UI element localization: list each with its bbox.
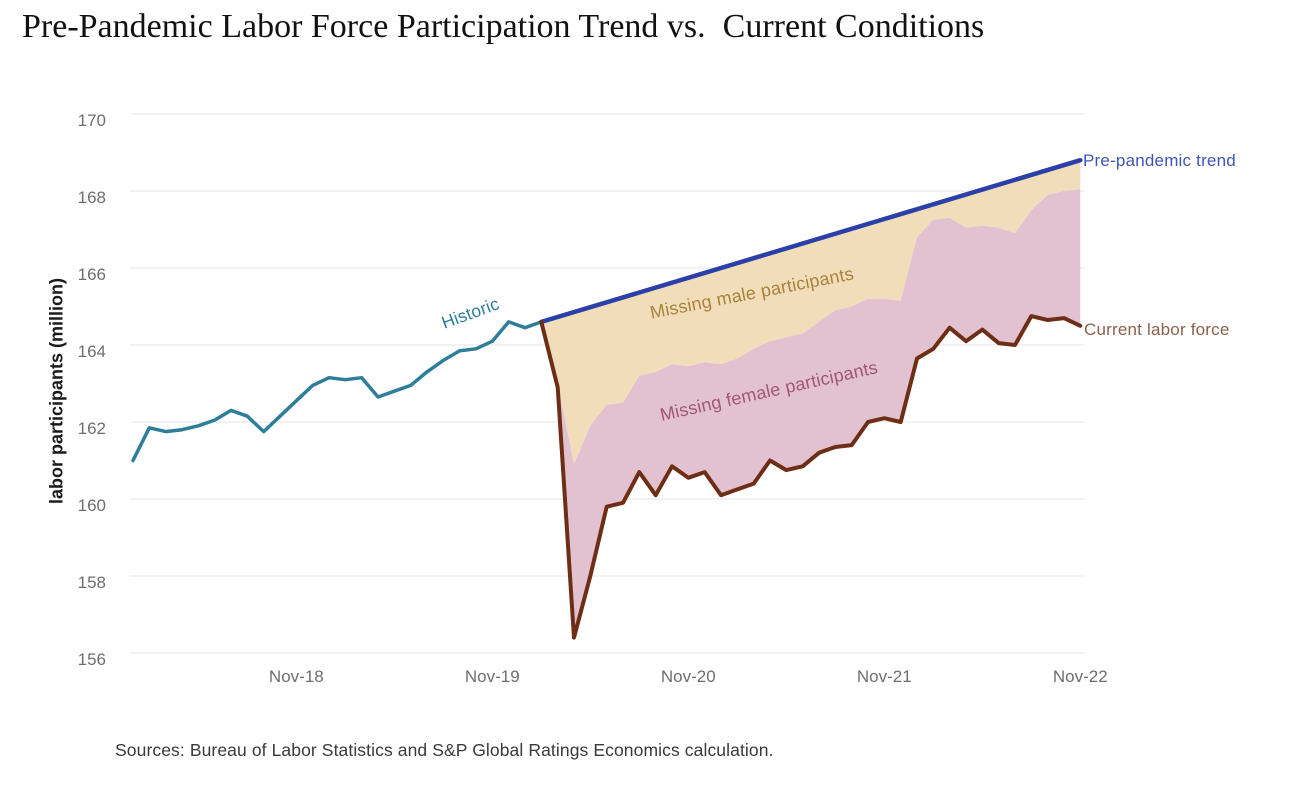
current-labor-force-label: Current labor force — [1084, 320, 1230, 339]
x-tick-label: Nov-22 — [1052, 667, 1108, 686]
pre-pandemic-trend-label: Pre-pandemic trend — [1083, 151, 1236, 170]
y-tick-label: 164 — [77, 342, 106, 361]
y-tick-label: 166 — [77, 265, 106, 284]
y-tick-label: 168 — [77, 188, 106, 207]
y-tick-label: 156 — [77, 650, 106, 669]
y-tick-label: 170 — [77, 111, 106, 130]
missing-female-area — [541, 189, 1081, 638]
x-tick-label: Nov-20 — [660, 667, 716, 686]
current-labor-force-line — [539, 314, 1083, 640]
y-axis-title: labor participants (million) — [46, 277, 67, 505]
y-tick-label: 158 — [77, 573, 106, 592]
missing-male-area — [541, 160, 1081, 465]
historic-line — [131, 320, 544, 463]
pre-pandemic-trend-line — [539, 157, 1083, 325]
x-tick-label: Nov-18 — [268, 667, 324, 686]
y-tick-label: 162 — [77, 419, 106, 438]
x-tick-label: Nov-21 — [856, 667, 912, 686]
source-attribution: Sources: Bureau of Labor Statistics and … — [115, 740, 774, 760]
y-tick-label: 160 — [77, 496, 106, 515]
x-tick-label: Nov-19 — [464, 667, 520, 686]
chart-title: Pre-Pandemic Labor Force Participation T… — [22, 8, 985, 45]
